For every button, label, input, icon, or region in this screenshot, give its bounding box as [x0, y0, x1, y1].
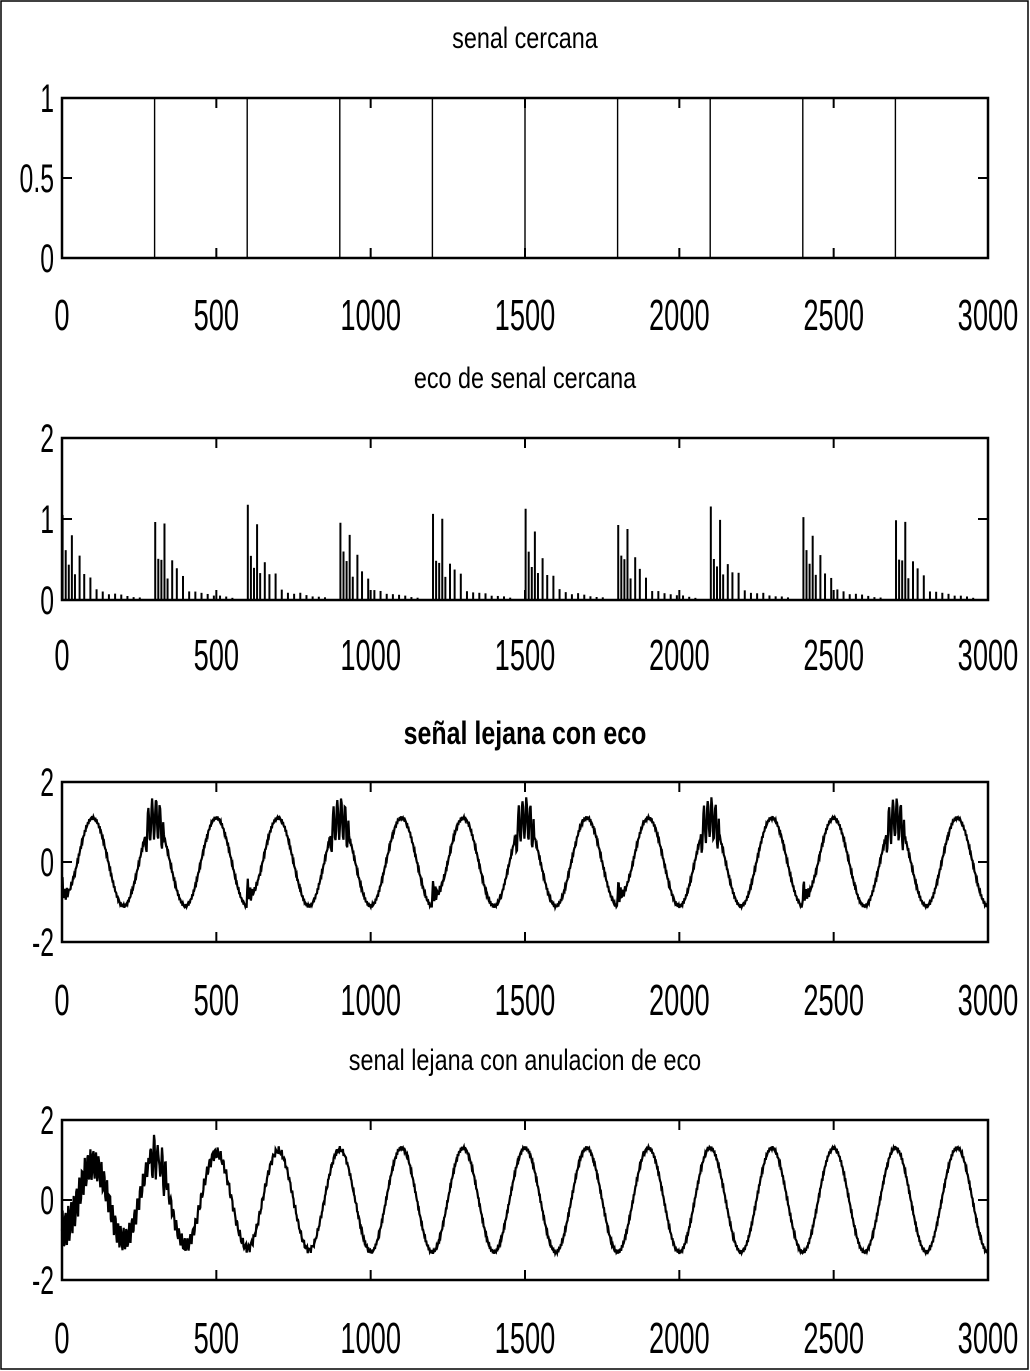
x-tick-label: 2500 [803, 1313, 864, 1362]
x-tick-label: 3000 [958, 975, 1019, 1024]
y-tick-label: 1 [40, 498, 54, 542]
x-tick-label: 500 [194, 975, 240, 1024]
x-tick-label: 1000 [340, 1313, 401, 1362]
x-tick-label: 2000 [649, 290, 710, 339]
series [153, 98, 897, 258]
y-tick-label: -2 [32, 921, 54, 965]
subplot-title: senal lejana con anulacion de eco [349, 1043, 701, 1076]
x-tick-label: 2500 [803, 975, 864, 1024]
x-tick-label: 1500 [495, 290, 556, 339]
y-tick-label: 0 [40, 841, 54, 885]
x-tick-label: 500 [194, 1313, 240, 1362]
y-tick-label: 1 [40, 77, 54, 121]
signal-line [60, 1134, 990, 1258]
subplot-2: eco de senal cercana 0 500 1000 1500 2000 2500… [40, 361, 1018, 679]
y-tick-label: -2 [32, 1259, 54, 1303]
subplot-title: señal lejana con eco [404, 716, 647, 752]
series [61, 504, 975, 600]
y-tick-label: 0.5 [20, 157, 54, 201]
x-tick-label: 2500 [803, 290, 864, 339]
x-tick-label: 500 [194, 290, 240, 339]
x-tick-label: 0 [54, 630, 69, 679]
y-tick-label: 2 [40, 761, 54, 805]
y-tick-label: 2 [40, 1099, 54, 1143]
x-tick-label: 1000 [340, 630, 401, 679]
x-tick-label: 500 [194, 630, 240, 679]
x-tick-label: 2000 [649, 975, 710, 1024]
x-tick-label: 1500 [495, 630, 556, 679]
x-tick-label: 1000 [340, 975, 401, 1024]
x-tick-label: 0 [54, 290, 69, 339]
x-tick-label: 1500 [495, 1313, 556, 1362]
subplot-4: senal lejana con anulacion de eco 0 500 100… [32, 1043, 1018, 1362]
x-tick-label: 2500 [803, 630, 864, 679]
y-tick-label: 0 [40, 237, 54, 281]
y-tick-label: 0 [40, 579, 54, 623]
subplot-1: senal cercana 0 500 1000 1500 2000 2500 3000 0 0.… [20, 21, 1019, 339]
y-tick-label: 2 [40, 417, 54, 461]
x-tick-label: 1500 [495, 975, 556, 1024]
x-tick-label: 0 [54, 1313, 69, 1362]
x-tick-label: 3000 [958, 290, 1019, 339]
subplot-3: señal lejana con eco 0 500 1000 1500 2000 2500… [32, 716, 1018, 1024]
x-tick-label: 0 [54, 975, 69, 1024]
series [60, 1134, 990, 1258]
x-tick-label: 3000 [958, 630, 1019, 679]
x-tick-label: 2000 [649, 630, 710, 679]
x-tick-label: 3000 [958, 1313, 1019, 1362]
signal-line [60, 797, 990, 912]
x-tick-label: 1000 [340, 290, 401, 339]
y-tick-label: 0 [40, 1179, 54, 1223]
subplot-title: eco de senal cercana [414, 361, 636, 394]
series [60, 797, 990, 912]
x-tick-label: 2000 [649, 1313, 710, 1362]
subplot-title: senal cercana [452, 21, 598, 54]
